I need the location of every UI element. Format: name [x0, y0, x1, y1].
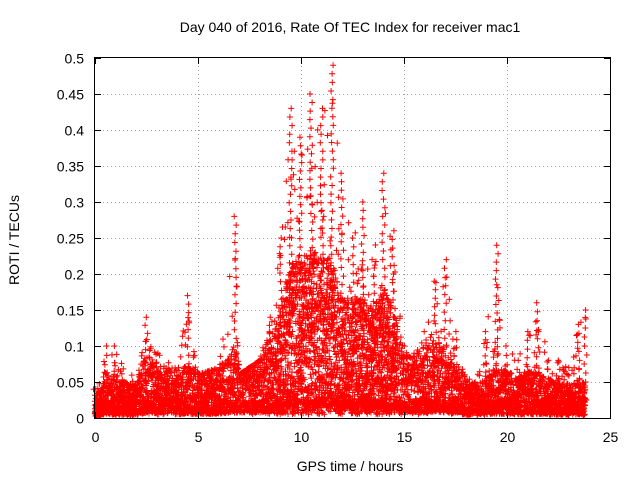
y-tick-label: 0 [76, 411, 84, 427]
axes: 0 5 10 15 20 25 0 0.05 0.1 0.15 0.2 0.25 0.3 0.35 0.4 0… [57, 51, 619, 446]
y-tick-label: 0.4 [65, 123, 85, 139]
x-axis-label: GPS time / hours [297, 458, 404, 474]
x-tick-label: 15 [397, 429, 413, 445]
y-tick-label: 0.45 [57, 87, 84, 103]
chart-title: Day 040 of 2016, Rate Of TEC Index for r… [180, 19, 521, 35]
y-tick-label: 0.25 [57, 231, 84, 247]
y-tick-label: 0.5 [65, 51, 85, 67]
x-tick-label: 25 [603, 429, 619, 445]
y-tick-label: 0.05 [57, 375, 84, 391]
y-tick-label: 0.15 [57, 303, 84, 319]
y-tick-label: 0.1 [65, 339, 85, 355]
y-tick-label: 0.3 [65, 195, 85, 211]
x-tick-label: 0 [92, 429, 100, 445]
y-tick-label: 0.2 [65, 267, 85, 283]
plot-frame [94, 57, 611, 419]
y-tick-label: 0.35 [57, 159, 84, 175]
x-tick-label: 20 [500, 429, 516, 445]
x-tick-label: 5 [195, 429, 203, 445]
y-axis-label: ROTI / TECUs [6, 195, 22, 285]
x-tick-label: 10 [294, 429, 310, 445]
